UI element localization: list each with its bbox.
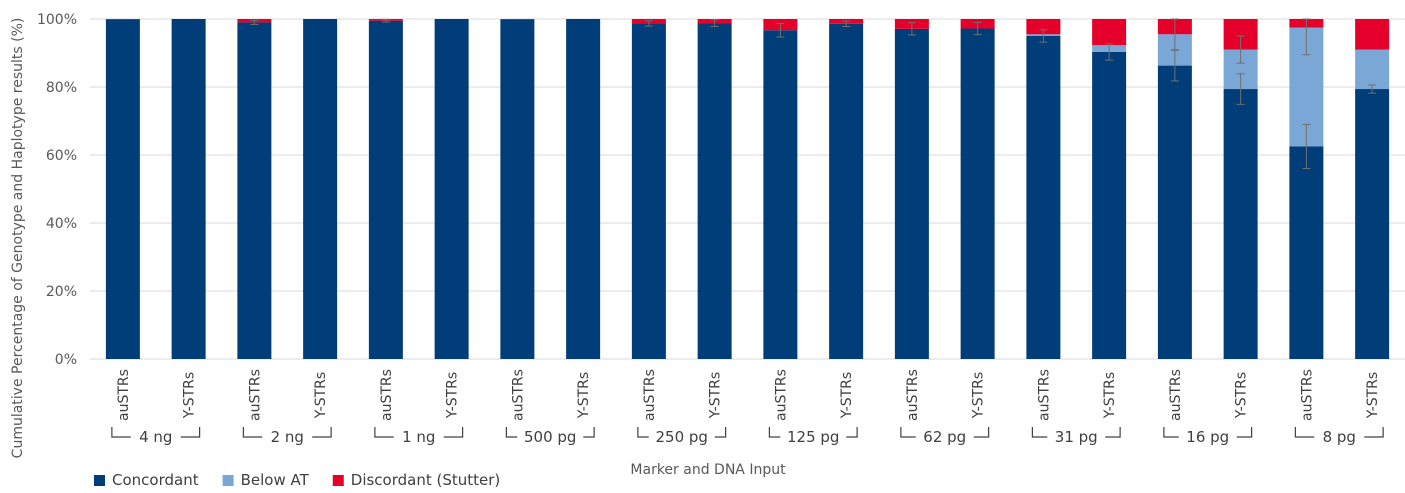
- category-label: Y-STRs: [708, 372, 724, 419]
- category-label: auSTRs: [1299, 369, 1315, 421]
- group-bracket: [1236, 427, 1253, 438]
- bar-concordant: [368, 20, 403, 359]
- bar-concordant: [1092, 51, 1127, 359]
- y-tick-label: 20%: [46, 284, 77, 300]
- x-axis-title: Marker and DNA Input: [630, 462, 786, 478]
- group-bracket: [505, 427, 518, 438]
- legend-label-below-at: Below AT: [241, 471, 310, 489]
- group-label: 1 ng: [402, 428, 435, 446]
- group-label: 125 pg: [787, 428, 839, 446]
- bar-concordant: [105, 19, 140, 360]
- category-label: auSTRs: [773, 369, 789, 421]
- bar-discordant-stutter: [1355, 19, 1390, 50]
- bar-concordant: [1157, 65, 1192, 359]
- group-bracket: [846, 427, 858, 438]
- group-label: 62 pg: [923, 428, 966, 446]
- group-bracket: [1031, 427, 1048, 438]
- group-label: 500 pg: [524, 428, 576, 446]
- legend-swatch-concordant: [94, 475, 105, 486]
- category-label: Y-STRs: [839, 372, 855, 419]
- group-bracket: [900, 427, 916, 438]
- legend-label-discordant-stutter: Discordant (Stutter): [351, 471, 501, 489]
- bar-concordant: [1026, 36, 1061, 359]
- group-bracket: [768, 427, 781, 438]
- category-label: Y-STRs: [576, 372, 592, 419]
- gridlines: [90, 18, 1405, 360]
- y-axis-title: Cumulative Percentage of Genotype and Ha…: [10, 18, 26, 459]
- group-bracket: [111, 427, 131, 438]
- group-bracket: [973, 427, 990, 438]
- category-label: auSTRs: [905, 369, 921, 421]
- group-bracket: [180, 427, 201, 438]
- y-tick-label: 80%: [46, 80, 77, 96]
- legend-swatch-discordant-stutter: [332, 475, 344, 486]
- bar-concordant: [829, 23, 864, 359]
- y-tick-label: 0%: [55, 352, 77, 368]
- group-label: 31 pg: [1055, 428, 1098, 446]
- bar-concordant: [171, 19, 206, 359]
- category-label: Y-STRs: [445, 372, 461, 419]
- group-bracket: [1105, 427, 1121, 438]
- bar-concordant: [1223, 89, 1258, 359]
- group-bracket: [312, 427, 332, 438]
- error-bars: [250, 18, 1377, 170]
- category-label: auSTRs: [510, 369, 526, 421]
- group-label: 16 pg: [1186, 428, 1229, 446]
- bar-concordant: [566, 19, 601, 359]
- bar-concordant: [894, 28, 929, 360]
- legend-label-concordant: Concordant: [112, 471, 199, 489]
- group-bracket: [1364, 427, 1384, 438]
- x-axis-category-labels: auSTRs Y-STRs auSTRs Y-STRs auSTRs Y-STRs auST…: [116, 369, 1381, 421]
- x-axis-group-labels: 4 ng 2 ng 1 ng 500 pg 250 pg 125 pg 62 pg 31 pg…: [111, 427, 1384, 446]
- group-bracket: [374, 427, 394, 438]
- category-label: Y-STRs: [1365, 372, 1381, 419]
- bar-concordant: [631, 23, 666, 359]
- group-bracket: [714, 427, 727, 438]
- group-bracket: [637, 427, 649, 438]
- y-tick-label: 100%: [37, 12, 77, 28]
- y-axis-tick-labels: 0% 20% 40% 60% 80% 100%: [37, 12, 77, 368]
- group-label: 2 ng: [271, 428, 304, 446]
- group-label: 8 pg: [1323, 428, 1356, 446]
- bar-concordant: [960, 28, 995, 360]
- category-label: Y-STRs: [313, 372, 329, 419]
- bar-concordant: [237, 22, 272, 360]
- bar-concordant: [763, 30, 798, 359]
- y-tick-label: 40%: [46, 216, 77, 232]
- bar-discordant-stutter: [1092, 19, 1127, 46]
- category-label: auSTRs: [1168, 369, 1184, 421]
- group-bracket: [242, 427, 263, 438]
- category-label: auSTRs: [642, 369, 658, 421]
- category-label: Y-STRs: [1102, 372, 1118, 419]
- bars: [105, 19, 1390, 360]
- category-label: auSTRs: [379, 369, 395, 421]
- group-bracket: [1163, 427, 1179, 438]
- bar-concordant: [434, 19, 469, 359]
- bar-concordant: [500, 19, 535, 360]
- bar-below-at: [1355, 49, 1390, 90]
- group-bracket: [443, 427, 464, 438]
- category-label: auSTRs: [116, 369, 132, 421]
- bar-concordant: [1355, 89, 1390, 359]
- category-label: Y-STRs: [182, 372, 198, 419]
- legend: Concordant Below AT Discordant (Stutter): [94, 471, 500, 489]
- category-label: Y-STRs: [1234, 372, 1250, 419]
- legend-swatch-below-at: [222, 475, 234, 486]
- group-label: 4 ng: [139, 428, 172, 446]
- bar-concordant: [697, 23, 732, 360]
- category-label: Y-STRs: [971, 372, 987, 419]
- bar-concordant: [1289, 146, 1324, 359]
- group-label: 250 pg: [656, 428, 708, 446]
- category-label: auSTRs: [247, 369, 263, 421]
- group-bracket: [1294, 427, 1315, 438]
- bar-discordant-stutter: [1026, 19, 1061, 35]
- y-tick-label: 60%: [46, 148, 77, 164]
- category-label: auSTRs: [1036, 369, 1052, 421]
- bar-concordant: [303, 19, 338, 359]
- group-bracket: [583, 427, 595, 438]
